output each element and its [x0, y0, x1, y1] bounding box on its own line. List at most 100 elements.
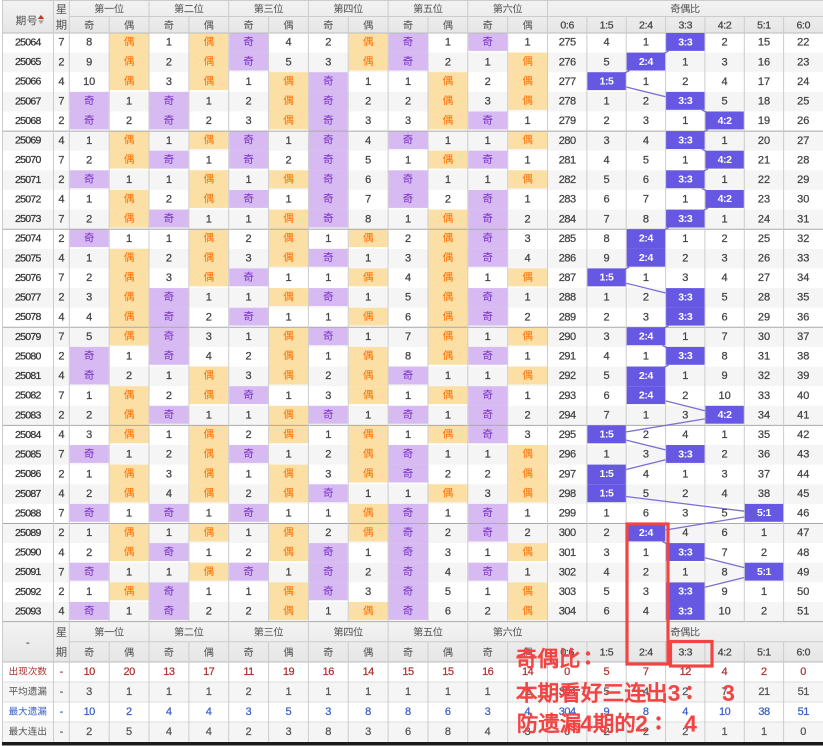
svg-text:4: 4: [643, 135, 649, 147]
svg-text:6: 6: [405, 311, 411, 323]
svg-text:1: 1: [126, 686, 132, 698]
svg-text:2:4: 2:4: [639, 647, 653, 659]
svg-text:1:5: 1:5: [600, 76, 615, 88]
svg-text:5: 5: [603, 56, 609, 68]
svg-text:1: 1: [285, 449, 291, 461]
svg-text:277: 277: [559, 76, 576, 88]
svg-text:4: 4: [285, 37, 291, 49]
svg-text:25068: 25068: [15, 115, 42, 127]
svg-text:1: 1: [485, 56, 491, 68]
svg-text:9: 9: [722, 586, 728, 598]
svg-text:1: 1: [86, 135, 92, 147]
svg-text:1: 1: [525, 508, 531, 520]
svg-text:4: 4: [58, 194, 64, 206]
svg-text:24: 24: [758, 213, 770, 225]
svg-text:2: 2: [166, 390, 172, 402]
svg-text:1: 1: [126, 566, 132, 578]
svg-text:1: 1: [86, 253, 92, 265]
svg-text:3:3: 3:3: [678, 20, 692, 32]
svg-text:296: 296: [559, 449, 576, 461]
svg-text:1: 1: [365, 331, 371, 343]
svg-text:4: 4: [58, 547, 64, 559]
svg-text:1: 1: [525, 566, 531, 578]
svg-text:1: 1: [643, 76, 649, 88]
svg-text:29: 29: [797, 174, 809, 186]
svg-text:1: 1: [445, 370, 451, 382]
svg-text:2: 2: [246, 351, 252, 363]
svg-text:2: 2: [603, 527, 609, 539]
svg-text:19: 19: [283, 666, 295, 678]
svg-text:3:3: 3:3: [678, 134, 693, 146]
svg-text:8: 8: [722, 566, 728, 578]
svg-text:8: 8: [365, 213, 371, 225]
svg-text:1: 1: [86, 194, 92, 206]
svg-text:10: 10: [83, 76, 95, 88]
svg-text:1: 1: [761, 586, 767, 598]
svg-text:2: 2: [58, 409, 64, 421]
svg-text:292: 292: [559, 370, 576, 382]
svg-text:1: 1: [166, 566, 172, 578]
svg-text:3: 3: [166, 76, 172, 88]
svg-text:4: 4: [166, 488, 172, 500]
svg-text:1: 1: [325, 233, 331, 245]
svg-text:4: 4: [58, 370, 64, 382]
svg-text:35: 35: [797, 292, 809, 304]
svg-text:51: 51: [798, 706, 810, 718]
svg-text:1: 1: [325, 272, 331, 284]
svg-text:4: 4: [206, 726, 212, 738]
svg-text:300: 300: [559, 527, 576, 539]
svg-text:1: 1: [325, 508, 331, 520]
svg-text:4: 4: [580, 710, 593, 736]
svg-text:25075: 25075: [15, 252, 42, 264]
svg-text:1: 1: [206, 409, 212, 421]
svg-text:-: -: [60, 686, 64, 698]
svg-text:25087: 25087: [15, 488, 42, 500]
svg-text:0:6: 0:6: [560, 20, 574, 32]
svg-text:1:5: 1:5: [600, 488, 615, 500]
svg-text:25: 25: [758, 233, 770, 245]
svg-text:4: 4: [603, 566, 609, 578]
svg-text:1: 1: [722, 429, 728, 441]
svg-text:34: 34: [758, 409, 770, 421]
svg-text:3: 3: [525, 726, 531, 738]
svg-text:2: 2: [603, 115, 609, 127]
svg-text:284: 284: [559, 213, 576, 225]
svg-text:1: 1: [206, 686, 212, 698]
svg-text:276: 276: [559, 56, 576, 68]
svg-text:1: 1: [722, 135, 728, 147]
svg-text:2: 2: [86, 213, 92, 225]
svg-text:4: 4: [58, 429, 64, 441]
svg-text:1: 1: [643, 547, 649, 559]
svg-text:25080: 25080: [15, 350, 42, 362]
svg-text:3: 3: [603, 547, 609, 559]
svg-text:7: 7: [603, 213, 609, 225]
svg-text:27: 27: [797, 135, 809, 147]
svg-text:1: 1: [405, 390, 411, 402]
svg-text:7: 7: [58, 566, 64, 578]
svg-text:281: 281: [559, 154, 576, 166]
svg-text:1: 1: [445, 174, 451, 186]
svg-text:1: 1: [445, 409, 451, 421]
svg-text:25088: 25088: [15, 507, 42, 519]
svg-text:1: 1: [86, 527, 92, 539]
svg-text:279: 279: [559, 115, 576, 127]
svg-text:4:2: 4:2: [718, 647, 732, 659]
svg-text:1: 1: [126, 174, 132, 186]
svg-text:3: 3: [445, 547, 451, 559]
svg-text:6: 6: [722, 527, 728, 539]
svg-text:1: 1: [445, 449, 451, 461]
svg-text:25079: 25079: [15, 331, 42, 343]
svg-text:0: 0: [564, 726, 570, 738]
svg-text:2: 2: [761, 666, 767, 678]
svg-text:16: 16: [482, 666, 494, 678]
svg-text:4:2: 4:2: [718, 409, 733, 421]
svg-text:1: 1: [485, 547, 491, 559]
svg-text:2: 2: [246, 488, 252, 500]
svg-text:1: 1: [445, 508, 451, 520]
svg-text:4: 4: [365, 135, 371, 147]
svg-text:5: 5: [285, 56, 291, 68]
svg-text:4:2: 4:2: [718, 115, 733, 127]
svg-text:1: 1: [285, 272, 291, 284]
svg-text:282: 282: [559, 174, 576, 186]
svg-text:2: 2: [643, 292, 649, 304]
